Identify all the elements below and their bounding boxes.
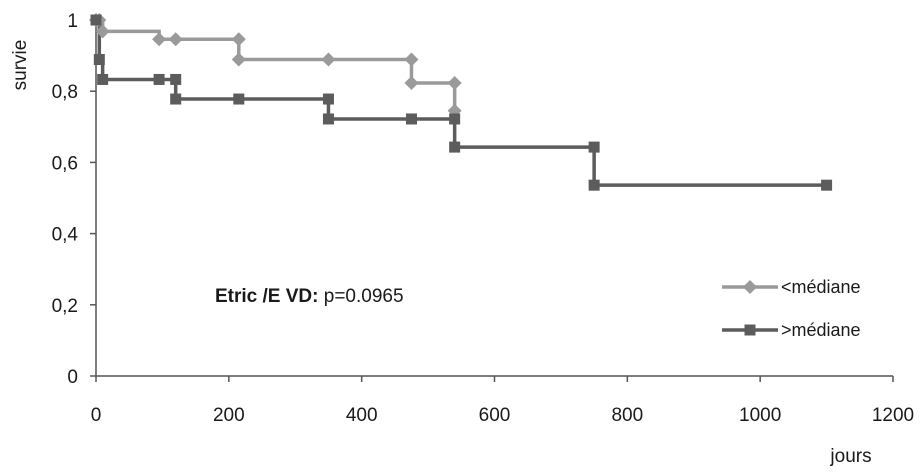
y-tick-label: 0 [67,367,78,388]
markers-layer [89,13,833,191]
series-point-above-median [97,73,109,85]
series-point-above-median [405,113,417,125]
y-tick-label: 1 [67,11,78,32]
series-point-above-median [821,179,833,191]
series-line-above-median [96,18,827,187]
x-tick-label: 600 [479,405,511,426]
legend: <médiane >médiane [722,277,861,340]
p-value-annotation: Etric /E VD: p=0.0965 [215,286,404,307]
legend-label-below-median: <médiane [781,277,861,297]
x-tick-label: 800 [611,405,643,426]
series-point-below-median [168,32,183,47]
series-point-above-median [588,179,600,191]
series-point-above-median [449,141,461,153]
y-tick-label: 0,4 [52,225,79,246]
ticks: 0 0,2 0,4 0,6 0,8 1 0 200 400 600 800 1000 1200 [52,11,915,426]
y-tick-label: 0,8 [52,82,78,103]
series-point-below-median [95,24,110,39]
x-tick-label: 0 [91,405,102,426]
series-point-above-median [153,73,165,85]
legend-marker-below-median [743,280,757,294]
series-point-below-median [152,32,167,47]
x-axis-title: jours [829,446,871,467]
legend-marker-above-median [744,324,756,336]
annotation-label: Etric /E VD: [215,286,318,307]
annotation-value: p=0.0965 [318,286,403,307]
legend-label-above-median: >médiane [781,320,861,340]
series-point-below-median [231,32,246,47]
axes [95,20,893,377]
series-point-below-median [321,52,336,67]
x-tick-label: 200 [213,405,245,426]
series-point-above-median [170,93,182,105]
y-tick-label: 0,6 [52,153,78,174]
x-tick-label: 1000 [739,405,781,426]
series-line-below-median [96,18,457,111]
series-point-above-median [90,14,102,26]
series-point-above-median [588,141,600,153]
series-point-above-median [170,73,182,85]
y-tick-label: 0,2 [52,296,78,317]
y-axis-title: survie [10,40,31,91]
series-point-below-median [404,76,419,91]
series-point-below-median [404,52,419,67]
series-point-above-median [93,54,105,66]
series-layer [96,18,827,187]
series-point-below-median [447,76,462,91]
series-point-above-median [322,93,334,105]
series-point-above-median [449,113,461,125]
series-point-below-median [231,52,246,67]
series-point-above-median [233,93,245,105]
series-point-above-median [322,113,334,125]
x-tick-label: 400 [346,405,378,426]
x-tick-label: 1200 [872,405,914,426]
